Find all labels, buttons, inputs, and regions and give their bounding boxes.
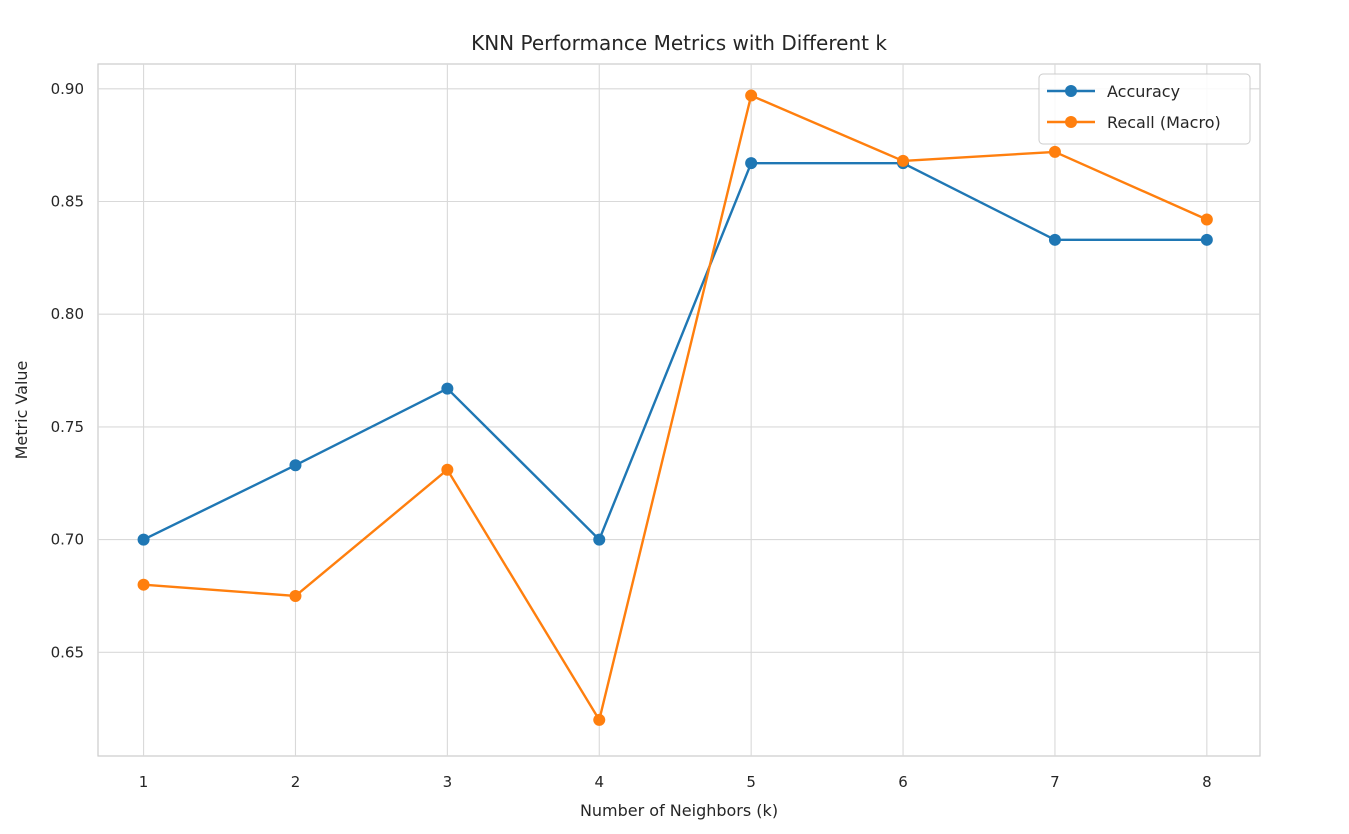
- point-accuracy-k7: [1048, 233, 1061, 246]
- x-tick-label-2: 2: [291, 773, 301, 791]
- grid-lines: [98, 64, 1260, 756]
- point-accuracy-k1: [137, 533, 150, 546]
- legend: Accuracy Recall (Macro): [1038, 73, 1251, 145]
- x-tick-labels: 1 2 3 4 5 6 7 8: [139, 773, 1212, 791]
- y-tick-label-4: 0.80: [51, 305, 84, 323]
- point-recall-macro-k3: [441, 463, 454, 476]
- x-tick-label-7: 7: [1050, 773, 1060, 791]
- point-recall-macro-k4: [593, 713, 606, 726]
- x-tick-label-5: 5: [746, 773, 756, 791]
- point-recall-macro-k2: [289, 589, 302, 602]
- x-tick-label-3: 3: [443, 773, 453, 791]
- x-tick-label-6: 6: [898, 773, 908, 791]
- x-tick-label-8: 8: [1202, 773, 1212, 791]
- plot-area: [97, 63, 1261, 757]
- legend-marker-accuracy: [1065, 85, 1077, 97]
- x-tick-label-4: 4: [594, 773, 604, 791]
- series-line-accuracy: [142, 161, 1209, 541]
- legend-label-accuracy: Accuracy: [1107, 82, 1180, 101]
- series-layer: [137, 89, 1213, 726]
- x-tick-label-1: 1: [139, 773, 149, 791]
- legend-marker-recall: [1065, 116, 1077, 128]
- y-tick-labels: 0.65 0.70 0.75 0.80 0.85 0.90: [51, 80, 84, 662]
- point-accuracy-k8: [1200, 233, 1213, 246]
- point-accuracy-k3: [441, 382, 454, 395]
- chart-title: KNN Performance Metrics with Different k: [471, 31, 887, 55]
- point-recall-macro-k8: [1200, 213, 1213, 226]
- point-accuracy-k5: [745, 157, 758, 170]
- y-tick-label-1: 0.65: [51, 643, 84, 661]
- y-tick-label-3: 0.75: [51, 418, 84, 436]
- y-tick-label-2: 0.70: [51, 531, 84, 549]
- point-recall-macro-k7: [1048, 145, 1061, 158]
- point-accuracy-k4: [593, 533, 606, 546]
- point-recall-macro-k5: [745, 89, 758, 102]
- y-tick-label-5: 0.85: [51, 192, 84, 210]
- point-recall-macro-k1: [137, 578, 150, 591]
- point-accuracy-k2: [289, 459, 302, 472]
- series-line-recall-macro: [142, 94, 1209, 722]
- x-axis-label: Number of Neighbors (k): [580, 801, 778, 820]
- y-tick-label-6: 0.90: [51, 80, 84, 98]
- point-recall-macro-k6: [897, 154, 910, 167]
- legend-label-recall: Recall (Macro): [1107, 113, 1221, 132]
- y-axis-label: Metric Value: [12, 361, 31, 460]
